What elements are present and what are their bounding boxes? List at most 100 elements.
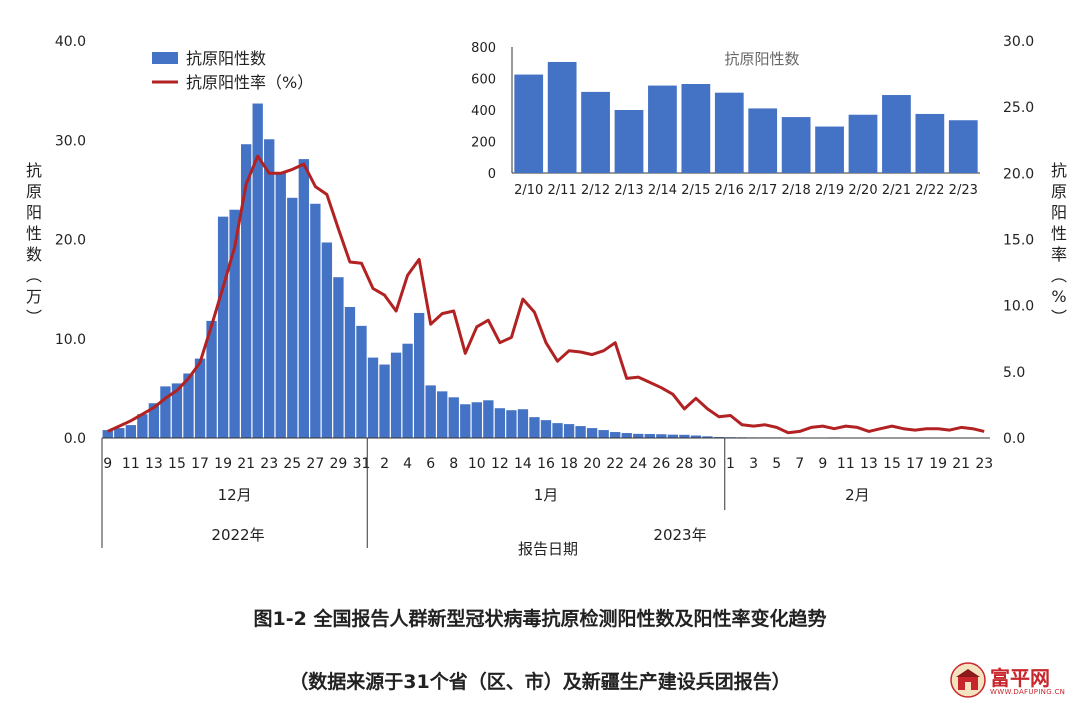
bar bbox=[367, 357, 379, 438]
inset-x-tick-label: 2/22 bbox=[915, 183, 944, 198]
x-tick-label: 17 bbox=[191, 456, 209, 472]
bar bbox=[240, 144, 252, 438]
inset-bar bbox=[948, 120, 978, 173]
x-tick-label: 20 bbox=[583, 456, 601, 472]
chart: 0.010.020.030.040.0 0.05.010.015.020.025… bbox=[26, 34, 1067, 558]
bar bbox=[148, 403, 160, 438]
month-label: 2月 bbox=[845, 486, 870, 504]
right-tick-label: 20.0 bbox=[1003, 166, 1034, 182]
x-tick-label: 4 bbox=[403, 456, 412, 472]
watermark-text: 富平网 bbox=[990, 666, 1050, 690]
bar bbox=[275, 173, 286, 438]
bar bbox=[102, 430, 113, 438]
x-tick-label: 25 bbox=[283, 456, 301, 472]
x-tick-label: 18 bbox=[560, 456, 578, 472]
year-label: 2023年 bbox=[653, 526, 706, 544]
left-tick-label: 10.0 bbox=[55, 332, 86, 348]
bar bbox=[333, 277, 344, 438]
x-tick-label: 16 bbox=[537, 456, 555, 472]
caption-title: 图1-2 全国报告人群新型冠状病毒抗原检测阳性数及阳性率变化趋势 bbox=[253, 608, 827, 630]
x-tick-label: 22 bbox=[606, 456, 624, 472]
watermark-logo-icon bbox=[950, 662, 986, 698]
bar bbox=[344, 306, 356, 438]
inset-bar bbox=[748, 108, 778, 173]
left-axis-label-text: 抗原阳性数 ︵ 万 ︶ bbox=[26, 161, 42, 327]
bar bbox=[413, 312, 425, 438]
axis-label-char: 万 bbox=[26, 287, 42, 306]
rate-line bbox=[107, 154, 985, 435]
bar bbox=[160, 386, 171, 438]
inset-bar bbox=[848, 114, 878, 173]
x-axis: 9 11 13 15 17 19 21 23 25 27 29 31 2 4 6 8 10 12 14 16 18 20 2… bbox=[101, 437, 993, 558]
bar bbox=[563, 424, 575, 438]
inset-x-tick-label: 2/20 bbox=[848, 183, 877, 198]
x-axis-label: 报告日期 bbox=[518, 540, 578, 558]
legend-line-label: 抗原阳性率（%） bbox=[186, 73, 313, 92]
x-tick-label: 9 bbox=[818, 456, 827, 472]
axis-label-char: 率 bbox=[1051, 245, 1067, 264]
axis-label-char: ︵ bbox=[26, 266, 42, 285]
x-tick-label: 31 bbox=[353, 456, 371, 472]
inset-bar bbox=[514, 74, 544, 173]
bar bbox=[194, 358, 206, 438]
inset-tick-label: 400 bbox=[471, 104, 496, 119]
right-axis-label: 抗原阳性率 ︵% ︶ bbox=[1051, 161, 1067, 327]
bar bbox=[575, 426, 586, 438]
axis-label-char: 阳 bbox=[26, 203, 42, 222]
inset-tick-label: 0 bbox=[488, 167, 496, 182]
right-tick-label: 5.0 bbox=[1003, 365, 1025, 381]
inset-bar bbox=[714, 92, 744, 173]
axis-label-char: 原 bbox=[26, 182, 42, 201]
x-tick-label: 23 bbox=[260, 456, 278, 472]
left-axis-ticks: 0.0 10.0 20.0 30.0 40.0 bbox=[55, 34, 86, 447]
x-tick-label: 5 bbox=[772, 456, 781, 472]
x-tick-label: 24 bbox=[629, 456, 647, 472]
inset-tick-label: 800 bbox=[471, 41, 496, 56]
inset-x-tick-label: 2/14 bbox=[648, 183, 677, 198]
axis-label-char: 抗 bbox=[26, 161, 42, 180]
bar bbox=[437, 391, 448, 438]
inset-bar bbox=[781, 117, 811, 173]
bar bbox=[610, 432, 621, 438]
bar bbox=[252, 103, 263, 438]
caption-source: （数据来源于31个省（区、市）及新疆生产建设兵团报告） bbox=[289, 671, 791, 693]
inset-x-tick-label: 2/13 bbox=[614, 183, 643, 198]
bar bbox=[598, 430, 609, 438]
inset-x-tick-label: 2/16 bbox=[715, 183, 744, 198]
right-axis-label-text: 抗原阳性率 ︵% ︶ bbox=[1051, 161, 1067, 327]
x-tick-label: 3 bbox=[749, 456, 758, 472]
main-plot: 0.010.020.030.040.0 0.05.010.015.020.025… bbox=[26, 34, 1067, 558]
right-tick-label: 0.0 bbox=[1003, 431, 1025, 447]
x-tick-label: 19 bbox=[214, 456, 232, 472]
bar bbox=[517, 409, 529, 438]
axis-label-char: 原 bbox=[1051, 182, 1067, 201]
x-tick-label: 13 bbox=[145, 456, 163, 472]
x-tick-label: 8 bbox=[449, 456, 458, 472]
axis-label-char: 性 bbox=[26, 224, 42, 243]
bar bbox=[690, 435, 702, 438]
x-tick-label: 6 bbox=[426, 456, 435, 472]
left-tick-label: 20.0 bbox=[55, 233, 86, 249]
right-tick-label: 10.0 bbox=[1003, 299, 1034, 315]
bar bbox=[321, 242, 333, 438]
x-tick-label: 23 bbox=[975, 456, 993, 472]
month-label: 1月 bbox=[534, 486, 559, 504]
axis-label-char: ︶ bbox=[26, 308, 42, 327]
bar bbox=[644, 434, 655, 438]
bar bbox=[586, 428, 598, 438]
bar bbox=[379, 364, 390, 438]
axis-label-char: 抗 bbox=[1051, 161, 1067, 180]
left-tick-label: 0.0 bbox=[64, 431, 86, 447]
x-tick-label: 12 bbox=[491, 456, 509, 472]
inset-x-tick-label: 2/23 bbox=[949, 183, 978, 198]
inset-x-tick-label: 2/10 bbox=[514, 183, 543, 198]
left-tick-label: 40.0 bbox=[55, 34, 86, 50]
x-tick-label: 11 bbox=[122, 456, 140, 472]
left-axis-label: 抗原阳性数 ︵ 万 ︶ bbox=[26, 161, 42, 327]
bar bbox=[679, 434, 690, 438]
bar bbox=[702, 436, 713, 438]
bar bbox=[494, 408, 506, 438]
bar bbox=[229, 209, 240, 438]
right-tick-label: 30.0 bbox=[1003, 34, 1034, 50]
inset-x-tick-label: 2/15 bbox=[681, 183, 710, 198]
